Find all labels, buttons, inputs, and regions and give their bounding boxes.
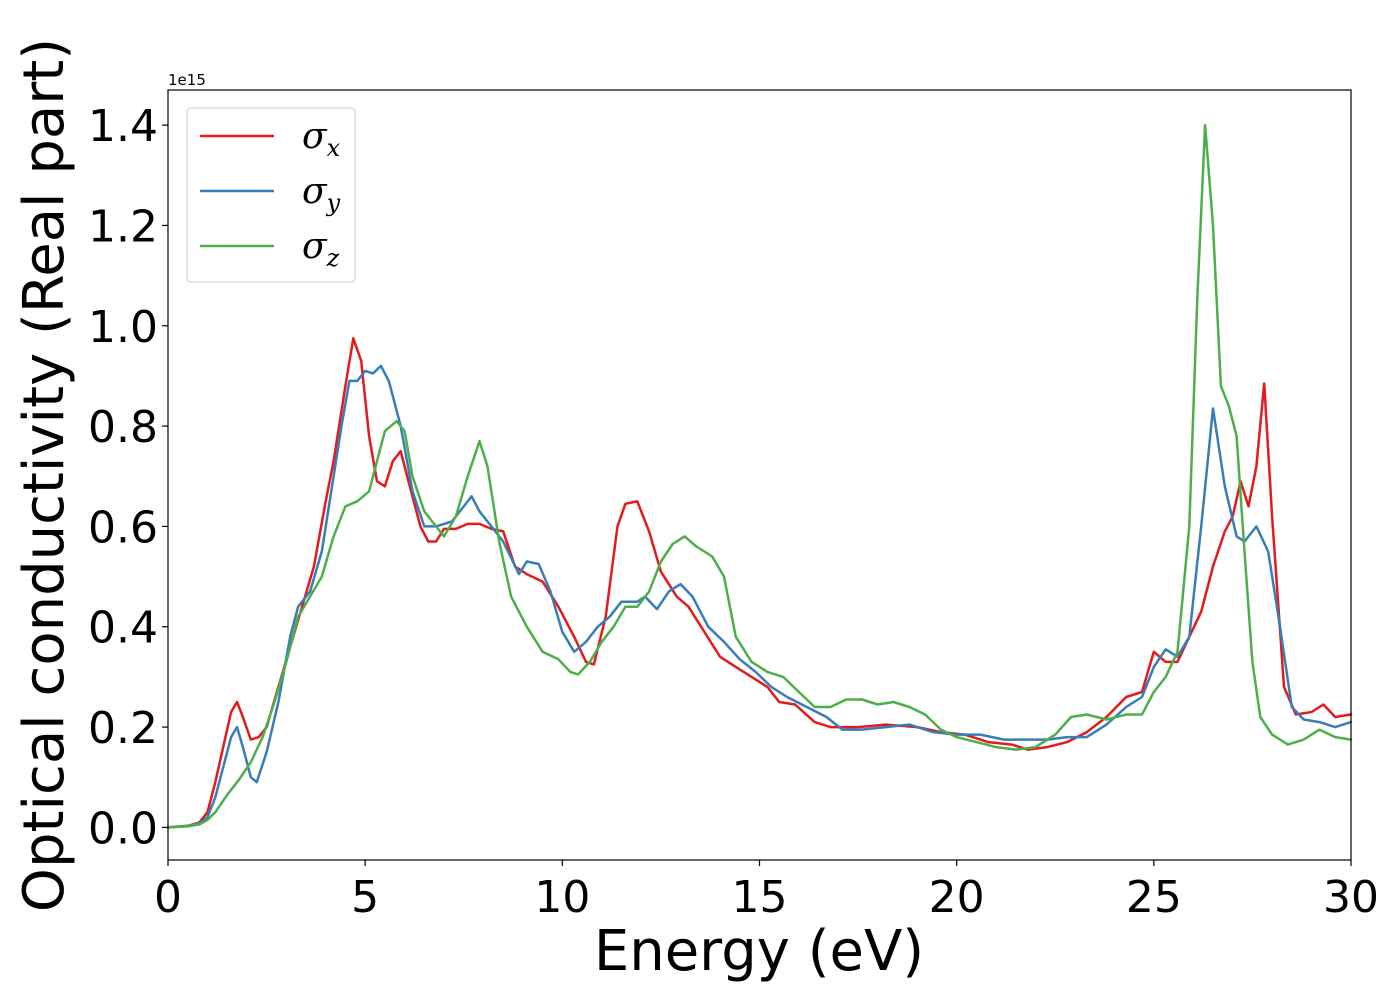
x-tick-label: 0 [154,872,182,923]
x-tick-label: 15 [732,872,788,923]
x-tick-label: 20 [929,872,985,923]
y-tick-label: 1.4 [88,101,158,152]
series-lines [166,123,1353,829]
y-tick-label: 1.0 [88,302,158,353]
y-tick-label: 0.6 [88,502,158,553]
y-tick-label: 0.4 [88,603,158,654]
series-line-z [166,123,1353,829]
y-tick-label: 0.0 [88,803,158,854]
series-line-y [166,364,1353,829]
y-axis-title: Optical conductivity (Real part) [12,38,77,912]
y-tick-label: 0.8 [88,402,158,453]
legend-label-y: σy [302,171,341,217]
x-tick-label: 25 [1126,872,1182,923]
y-offset-text: 1e15 [168,71,206,89]
y-tick-label: 0.2 [88,703,158,754]
x-tick-label: 5 [351,872,379,923]
x-axis-title: Energy (eV) [594,919,924,984]
y-tick-label: 1.2 [88,201,158,252]
x-tick-label: 10 [534,872,590,923]
x-tick-label: 30 [1323,872,1379,923]
plot-area-background [168,90,1351,860]
legend-frame [186,107,356,283]
y-axis: 0.0 0.2 0.4 0.6 0.8 1.0 1.2 1.4 [88,101,168,854]
x-axis: 0 5 10 15 20 25 30 [154,860,1379,923]
